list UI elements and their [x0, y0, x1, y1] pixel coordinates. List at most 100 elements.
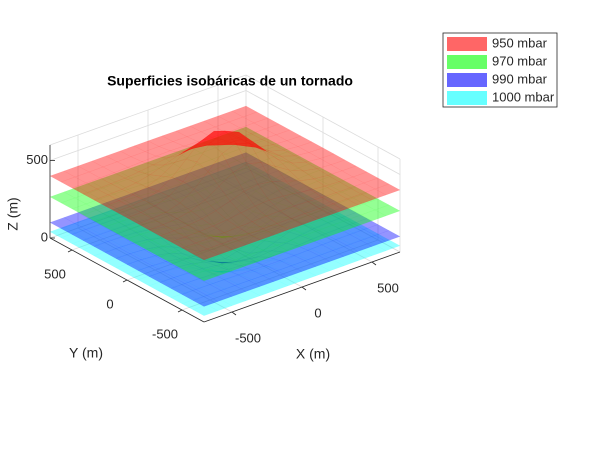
- surface-patch: [174, 141, 201, 163]
- surface-patch: [318, 224, 345, 237]
- surface-patch: [155, 200, 182, 215]
- surface-patch: [352, 227, 379, 239]
- surface-patch: [214, 142, 241, 155]
- surface-patch: [225, 174, 252, 187]
- surface-patch: [254, 266, 281, 276]
- surface-patch: [199, 249, 226, 261]
- surface-patch: [251, 215, 278, 229]
- x-tick-label: -500: [235, 330, 261, 345]
- surface-patch: [135, 238, 162, 250]
- surface-patch: [247, 161, 274, 175]
- surface-patch: [63, 221, 90, 233]
- surface-patch: [160, 212, 187, 224]
- surface-patch: [174, 247, 201, 261]
- surface-patch: [275, 129, 302, 141]
- surface-patch: [338, 176, 365, 189]
- surface-patch: [313, 197, 340, 209]
- surface-patch: [231, 126, 258, 139]
- surface-patch: [152, 155, 179, 166]
- surface-patch: [204, 261, 231, 266]
- surface-patch: [238, 236, 265, 254]
- surface-patch: [330, 206, 357, 218]
- y-tick: [177, 309, 183, 313]
- surface-patch: [304, 255, 331, 267]
- surface-patch: [228, 137, 255, 150]
- surface-patch: [165, 267, 192, 277]
- surface-patch: [266, 151, 293, 164]
- grid-line: [181, 239, 379, 311]
- surface-patch: [102, 217, 129, 230]
- surface-patch: [168, 227, 195, 234]
- surface-patch: [91, 176, 118, 189]
- surface-patch: [129, 249, 156, 260]
- surface-patch: [171, 255, 198, 267]
- surface-patch: [105, 197, 132, 209]
- surface-patch: [253, 138, 280, 151]
- surface-patch: [286, 182, 313, 194]
- surface-patch: [271, 252, 298, 262]
- surface-patch: [335, 208, 362, 221]
- surface-patch: [242, 111, 269, 124]
- surface-patch: [265, 260, 292, 271]
- surface-patch: [223, 274, 250, 286]
- surface-patch: [177, 195, 204, 213]
- surface-patch: [173, 282, 200, 294]
- surface-patch: [205, 216, 232, 238]
- surface-patch: [193, 171, 220, 201]
- surface-patch: [349, 238, 376, 250]
- surface-patch: [324, 202, 351, 215]
- surface-patch: [147, 191, 174, 204]
- surface-patch: [261, 134, 288, 145]
- surface-patch: [63, 212, 90, 224]
- surface-patch: [181, 263, 208, 276]
- surface-patch: [363, 233, 390, 245]
- surface-patch: [282, 254, 309, 266]
- surface-patch: [154, 227, 181, 237]
- surface-patch: [319, 174, 346, 187]
- surface-patch: [305, 158, 332, 169]
- surface-patch: [282, 220, 309, 231]
- surface-patch: [165, 233, 192, 242]
- surface-patch: [335, 234, 362, 246]
- legend-swatch: [447, 73, 487, 87]
- surface-patch: [147, 135, 174, 147]
- surface-patch: [137, 265, 164, 277]
- surface-patch: [102, 161, 129, 173]
- surface-patch: [319, 209, 346, 222]
- surface-patch: [217, 166, 244, 178]
- surface-patch: [192, 248, 219, 261]
- surface-patch: [141, 179, 168, 193]
- surface-patch: [265, 210, 292, 224]
- surface-patch: [163, 224, 190, 239]
- surface-patch: [374, 183, 401, 196]
- surface-patch: [96, 204, 123, 217]
- surface-patch: [188, 244, 215, 261]
- y-tick: [122, 279, 128, 283]
- surface-patch: [258, 193, 285, 208]
- surface-patch: [264, 170, 291, 182]
- surface-patch: [360, 244, 387, 256]
- surface-patch: [182, 161, 209, 190]
- surface-patch: [313, 222, 340, 235]
- surface-patch: [124, 171, 151, 184]
- surface-patch: [191, 138, 218, 149]
- surface-patch: [127, 161, 154, 173]
- surface-patch: [318, 203, 345, 216]
- surface-patch: [188, 131, 215, 149]
- surface-patch: [218, 172, 245, 202]
- surface-patch: [296, 239, 323, 251]
- surface-patch: [99, 193, 126, 206]
- surface-patch: [249, 240, 276, 254]
- surface-patch: [228, 116, 255, 129]
- grid-line: [49, 90, 247, 161]
- surface-patch: [313, 232, 340, 244]
- surface-patch: [266, 222, 293, 239]
- surface-patch: [243, 265, 270, 272]
- surface-patch: [291, 161, 318, 172]
- surface-patch: [212, 243, 239, 255]
- surface-patch: [127, 184, 154, 197]
- surface-patch: [132, 248, 159, 260]
- surface-patch: [302, 217, 329, 229]
- surface-patch: [196, 266, 223, 273]
- surface-patch: [194, 197, 221, 215]
